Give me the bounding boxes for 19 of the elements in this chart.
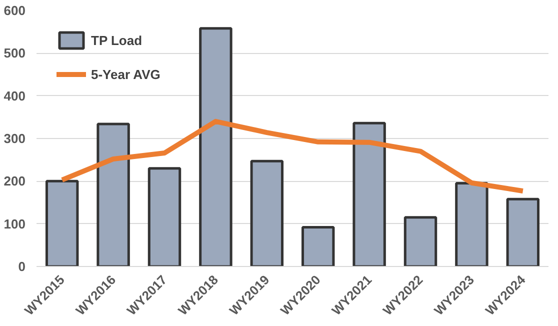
bar — [148, 167, 182, 266]
legend-label: TP Load — [91, 32, 142, 48]
bar — [301, 226, 335, 266]
bar — [506, 198, 540, 266]
bar — [96, 122, 130, 266]
y-tick-label: 100 — [4, 216, 26, 232]
bar — [352, 122, 386, 266]
y-tick-label: 600 — [4, 3, 26, 18]
y-tick-label: 0 — [18, 259, 26, 274]
bar — [404, 216, 438, 266]
y-tick-label: 400 — [4, 88, 26, 104]
bar — [45, 180, 79, 266]
y-tick-label: 300 — [4, 131, 26, 146]
bar — [199, 27, 232, 266]
bar — [250, 160, 284, 266]
y-tick-label: 200 — [4, 174, 26, 189]
y-tick-label: 500 — [4, 46, 26, 61]
legend-label: 5-Year AVG — [91, 66, 160, 82]
bar — [455, 182, 488, 266]
